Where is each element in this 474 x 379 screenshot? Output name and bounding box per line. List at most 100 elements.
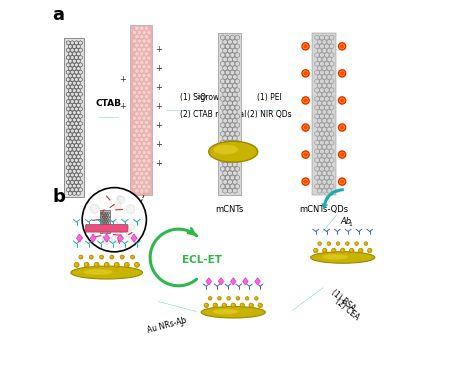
Circle shape <box>118 226 125 233</box>
Circle shape <box>255 297 256 299</box>
Circle shape <box>213 303 218 307</box>
Polygon shape <box>118 234 123 242</box>
Circle shape <box>139 120 144 125</box>
Bar <box>218 33 241 195</box>
Circle shape <box>135 94 139 99</box>
Circle shape <box>301 123 310 132</box>
Circle shape <box>113 221 118 226</box>
Circle shape <box>218 297 219 299</box>
Circle shape <box>79 255 83 259</box>
Circle shape <box>132 176 137 180</box>
Circle shape <box>145 137 149 142</box>
Polygon shape <box>231 278 236 285</box>
Circle shape <box>249 303 254 307</box>
Circle shape <box>227 296 230 300</box>
Text: +: + <box>119 75 127 85</box>
Polygon shape <box>104 234 109 242</box>
Bar <box>100 210 110 233</box>
Circle shape <box>139 189 144 193</box>
Circle shape <box>338 70 346 77</box>
Ellipse shape <box>209 141 258 162</box>
Circle shape <box>90 204 100 213</box>
Circle shape <box>301 42 310 51</box>
Circle shape <box>231 303 236 307</box>
Circle shape <box>115 263 117 265</box>
Polygon shape <box>91 234 96 242</box>
Circle shape <box>139 26 144 30</box>
Circle shape <box>135 43 139 47</box>
Bar <box>312 33 336 195</box>
Circle shape <box>132 125 137 129</box>
Circle shape <box>142 185 146 189</box>
Circle shape <box>328 243 329 244</box>
Text: CTAB: CTAB <box>96 99 122 108</box>
Circle shape <box>132 116 137 120</box>
Circle shape <box>139 60 144 64</box>
Circle shape <box>338 43 346 50</box>
Circle shape <box>137 185 141 189</box>
Circle shape <box>338 97 346 104</box>
Circle shape <box>142 64 146 69</box>
Circle shape <box>139 86 144 90</box>
Circle shape <box>137 133 141 137</box>
Circle shape <box>137 107 141 112</box>
Circle shape <box>301 96 310 105</box>
Circle shape <box>95 263 97 265</box>
Circle shape <box>142 116 146 120</box>
Circle shape <box>145 155 149 159</box>
Circle shape <box>346 242 349 245</box>
Circle shape <box>355 242 358 245</box>
Circle shape <box>132 99 137 103</box>
Circle shape <box>145 94 149 99</box>
Circle shape <box>139 112 144 116</box>
Circle shape <box>145 60 149 64</box>
Circle shape <box>85 263 87 265</box>
Circle shape <box>302 70 309 77</box>
Circle shape <box>137 99 141 103</box>
Circle shape <box>139 52 144 56</box>
Circle shape <box>132 150 137 155</box>
Circle shape <box>134 262 139 267</box>
Circle shape <box>147 176 151 180</box>
Circle shape <box>75 263 77 265</box>
Circle shape <box>147 47 151 52</box>
Circle shape <box>142 133 146 137</box>
Ellipse shape <box>213 309 238 314</box>
Circle shape <box>338 178 346 185</box>
Circle shape <box>314 249 316 251</box>
Circle shape <box>147 107 151 112</box>
Circle shape <box>145 120 149 125</box>
Circle shape <box>145 180 149 185</box>
Circle shape <box>137 90 141 94</box>
Circle shape <box>205 304 207 306</box>
Circle shape <box>147 82 151 86</box>
Circle shape <box>304 44 308 48</box>
Circle shape <box>318 242 321 245</box>
Circle shape <box>338 124 346 131</box>
Circle shape <box>356 243 357 244</box>
Circle shape <box>102 235 112 244</box>
Circle shape <box>147 185 151 189</box>
Circle shape <box>132 133 137 137</box>
Circle shape <box>137 47 141 52</box>
Circle shape <box>302 124 309 131</box>
Circle shape <box>105 263 107 265</box>
Circle shape <box>137 142 141 146</box>
Circle shape <box>214 304 216 306</box>
Circle shape <box>147 150 151 155</box>
Circle shape <box>139 180 144 185</box>
Circle shape <box>304 153 308 157</box>
Circle shape <box>135 52 139 56</box>
Circle shape <box>147 125 151 129</box>
Text: +: + <box>155 102 162 111</box>
Text: ECL-ET: ECL-ET <box>182 255 222 266</box>
Circle shape <box>135 77 139 82</box>
Circle shape <box>137 73 141 77</box>
Circle shape <box>139 137 144 142</box>
Circle shape <box>337 150 346 159</box>
Circle shape <box>142 168 146 172</box>
Circle shape <box>367 248 372 253</box>
Text: (1) SiO: (1) SiO <box>180 93 206 102</box>
Circle shape <box>304 99 308 102</box>
Text: (2) CTAB removal: (2) CTAB removal <box>180 110 246 119</box>
